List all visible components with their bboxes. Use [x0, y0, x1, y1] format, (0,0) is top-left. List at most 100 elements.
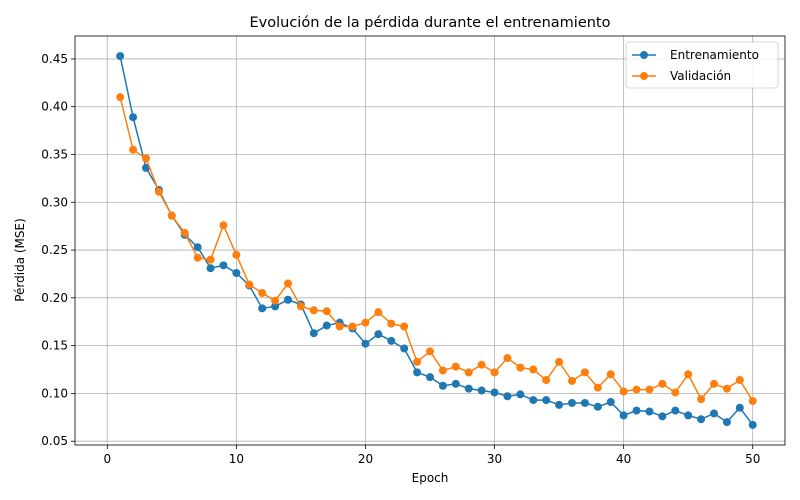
data-point	[271, 296, 280, 305]
data-point	[451, 379, 460, 388]
data-point	[464, 368, 473, 377]
data-point	[580, 398, 589, 407]
legend-item: Entrenamiento	[632, 48, 759, 62]
data-point	[193, 243, 202, 252]
data-point	[232, 268, 241, 277]
data-point	[529, 396, 538, 405]
data-point	[710, 379, 718, 388]
x-tick-label: 50	[745, 452, 760, 466]
data-point	[516, 363, 525, 372]
data-point	[284, 279, 292, 288]
data-point	[400, 344, 409, 353]
grid	[75, 36, 785, 445]
data-point	[374, 330, 383, 339]
x-tick-label: 10	[229, 452, 244, 466]
data-point	[219, 221, 228, 230]
data-point	[129, 145, 138, 154]
data-point	[503, 354, 512, 363]
data-point	[593, 383, 602, 392]
x-tick-label: 0	[103, 452, 111, 466]
data-point	[296, 302, 305, 311]
data-point	[245, 280, 254, 289]
data-point	[387, 336, 396, 345]
data-point	[322, 307, 331, 316]
series-layer	[116, 52, 757, 429]
data-point	[697, 395, 706, 404]
data-point	[374, 308, 383, 317]
y-tick-label: 0.30	[41, 195, 68, 209]
data-point	[413, 357, 422, 366]
data-point	[180, 228, 189, 237]
data-point	[748, 420, 757, 429]
data-point	[490, 388, 499, 397]
data-point	[593, 402, 602, 411]
data-point	[529, 365, 538, 374]
y-tick-label: 0.40	[41, 100, 68, 114]
y-tick-label: 0.10	[41, 386, 68, 400]
data-point	[645, 385, 654, 394]
data-point	[322, 321, 331, 330]
data-point	[129, 113, 138, 122]
data-point	[748, 397, 757, 406]
data-point	[284, 295, 292, 304]
data-point	[193, 253, 202, 262]
legend-marker	[640, 51, 648, 59]
data-point	[116, 52, 125, 61]
data-point	[490, 368, 499, 377]
plot-frame	[74, 35, 786, 446]
data-point	[258, 289, 267, 298]
legend-marker	[640, 72, 648, 80]
legend-box	[625, 41, 779, 89]
y-tick-label: 0.45	[41, 52, 68, 66]
x-tick-label: 40	[616, 452, 631, 466]
data-point	[697, 415, 706, 424]
x-axis-title: Epoch	[412, 471, 449, 485]
data-point	[671, 388, 680, 397]
legend-item: Validación	[632, 69, 731, 83]
data-point	[219, 261, 228, 270]
y-tick-label: 0.15	[41, 339, 68, 353]
data-point	[671, 406, 680, 415]
data-point	[619, 411, 628, 420]
data-point	[438, 366, 447, 375]
data-point	[542, 396, 551, 405]
data-point	[632, 406, 641, 415]
data-point	[658, 379, 667, 388]
data-point	[335, 322, 344, 331]
data-point	[309, 306, 318, 315]
data-point	[154, 187, 163, 196]
data-point	[735, 376, 744, 385]
data-point	[309, 329, 318, 338]
y-tick-label: 0.20	[41, 291, 68, 305]
data-point	[619, 387, 628, 396]
data-point	[451, 362, 460, 371]
data-point	[632, 385, 641, 394]
data-point	[684, 370, 693, 379]
data-point	[232, 250, 241, 259]
ticks: 0 10 20 30 40 50 0.05 0.10 0.15 0.20 0.25 0.30 0.35 0…	[41, 52, 760, 466]
data-point	[206, 255, 215, 264]
data-point	[503, 392, 512, 401]
data-point	[142, 163, 150, 172]
data-point	[542, 376, 551, 385]
legend-label: Validación	[670, 69, 731, 83]
series-validacion	[116, 93, 757, 406]
data-point	[516, 390, 525, 399]
data-point	[684, 411, 693, 420]
data-point	[206, 264, 215, 273]
data-point	[361, 318, 370, 327]
y-tick-label: 0.05	[41, 434, 68, 448]
data-point	[735, 403, 744, 412]
x-tick-label: 20	[358, 452, 373, 466]
data-point	[606, 397, 615, 406]
data-point	[710, 409, 718, 418]
data-point	[271, 302, 280, 311]
data-point	[477, 360, 486, 369]
series-entrenamiento	[116, 52, 757, 429]
y-axis-title: Pérdida (MSE)	[13, 218, 27, 302]
y-tick-label: 0.35	[41, 147, 68, 161]
data-point	[348, 322, 357, 331]
data-point	[580, 368, 589, 377]
data-point	[606, 370, 615, 379]
